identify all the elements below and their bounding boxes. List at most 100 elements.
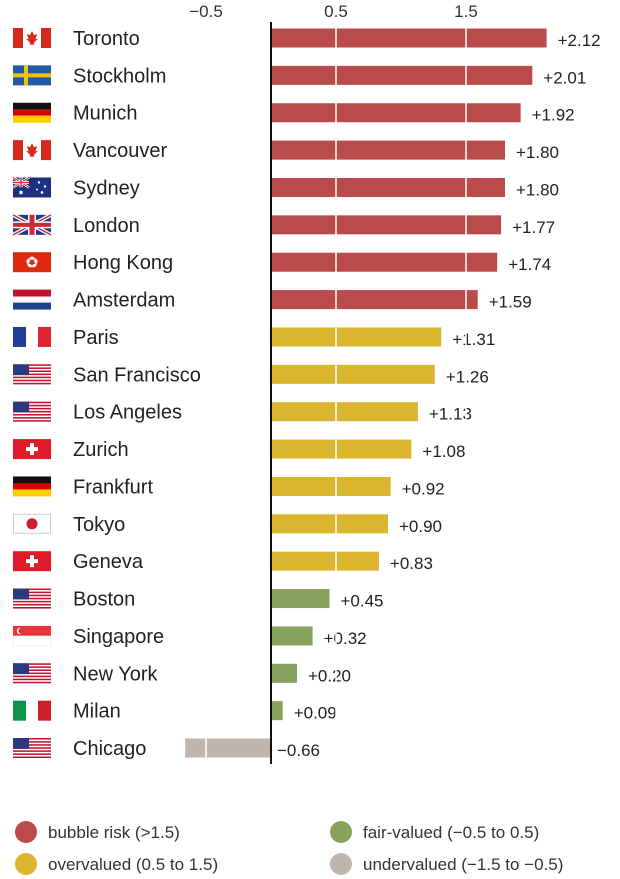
value-label: +2.12 <box>558 31 601 50</box>
chart-row: Hong Kong +1.74 <box>13 252 551 274</box>
bar <box>271 439 412 459</box>
canada-flag-icon <box>13 140 51 161</box>
chart-row: Paris +1.31 <box>13 326 495 349</box>
bar <box>271 215 502 235</box>
australia-flag-icon <box>12 176 51 198</box>
switzerland-flag-icon <box>13 551 51 572</box>
bar <box>271 140 505 160</box>
chart-row: Vancouver +1.80 <box>13 140 559 162</box>
chart-row: London +1.77 <box>12 213 555 237</box>
bar <box>271 663 297 683</box>
legend-label: overvalued (0.5 to 1.5) <box>48 855 218 874</box>
singapore-flag-icon <box>12 625 52 647</box>
city-label: Tokyo <box>73 514 125 536</box>
city-label: New York <box>73 663 158 685</box>
bar <box>271 252 498 272</box>
legend-item-fair: fair-valued (−0.5 to 0.5) <box>330 821 539 843</box>
value-label: +1.92 <box>532 106 575 125</box>
legend-swatch <box>330 853 352 875</box>
city-label: Boston <box>73 589 135 611</box>
city-label: Sydney <box>73 177 140 199</box>
value-label: +1.74 <box>508 255 551 274</box>
value-label: +1.80 <box>516 143 559 162</box>
chart-row: Amsterdam +1.59 <box>13 289 532 312</box>
legend-label: undervalued (−1.5 to −0.5) <box>363 855 563 874</box>
city-label: Milan <box>73 701 121 723</box>
hongkong-flag-icon <box>13 252 51 273</box>
bar <box>271 701 283 721</box>
city-label: Hong Kong <box>73 252 173 274</box>
chart-row: Singapore +0.32 <box>12 625 367 648</box>
x-tick-label: 1.5 <box>454 2 478 21</box>
chart-row: Stockholm +2.01 <box>13 65 586 87</box>
chart-row: Los Angeles +1.13 <box>13 401 472 424</box>
value-label: +1.77 <box>512 218 555 237</box>
usa-flag-icon <box>13 738 51 759</box>
city-label: Frankfurt <box>73 476 153 498</box>
legend-label: bubble risk (>1.5) <box>48 823 180 842</box>
legend-item-over: overvalued (0.5 to 1.5) <box>15 853 218 875</box>
germany-flag-icon <box>13 476 51 497</box>
value-label: +0.09 <box>294 704 337 723</box>
usa-flag-icon <box>13 663 51 684</box>
bar <box>271 177 505 197</box>
bar <box>271 626 313 646</box>
city-label: Los Angeles <box>73 402 182 424</box>
legend-item-under: undervalued (−1.5 to −0.5) <box>330 853 563 875</box>
bar <box>271 103 521 123</box>
chart-row: Milan +0.09 <box>13 700 337 723</box>
netherlands-flag-icon <box>13 289 51 310</box>
bar <box>271 589 330 609</box>
usa-flag-icon <box>13 364 51 385</box>
bar <box>271 551 379 571</box>
chart-row: Boston +0.45 <box>13 588 384 611</box>
value-label: −0.66 <box>277 741 320 760</box>
city-label: Chicago <box>73 738 146 760</box>
chart-row: New York +0.20 <box>13 663 351 685</box>
value-label: +1.26 <box>446 367 489 386</box>
chart-row: Munich +1.92 <box>13 102 575 125</box>
bar <box>271 65 533 85</box>
legend-swatch <box>330 821 352 843</box>
japan-flag-icon <box>13 513 51 534</box>
value-label: +0.45 <box>341 592 384 611</box>
value-label: +1.31 <box>452 330 495 349</box>
value-label: +0.32 <box>324 629 367 648</box>
usa-flag-icon <box>13 588 51 609</box>
bar <box>271 28 547 48</box>
bar <box>271 327 442 347</box>
bar <box>271 402 418 422</box>
city-label: London <box>73 215 140 237</box>
value-label: +0.90 <box>399 517 442 536</box>
bar <box>185 738 271 758</box>
x-tick-label: −0.5 <box>189 2 223 21</box>
bar <box>271 514 388 534</box>
value-label: +1.80 <box>516 180 559 199</box>
chart-row: Geneva +0.83 <box>13 551 433 573</box>
value-label: +1.08 <box>422 442 465 461</box>
chart-row: Tokyo +0.90 <box>13 513 442 536</box>
chart-row: Toronto +2.12 <box>13 28 601 50</box>
city-label: Amsterdam <box>73 290 175 312</box>
legend-swatch <box>15 853 37 875</box>
value-label: +0.92 <box>402 479 445 498</box>
city-label: Zurich <box>73 439 129 461</box>
x-tick-label: 0.5 <box>324 2 348 21</box>
chart-row: Chicago −0.66 <box>13 738 320 760</box>
city-label: Munich <box>73 103 137 125</box>
bar <box>271 364 435 384</box>
city-label: Geneva <box>73 551 144 573</box>
value-label: +1.13 <box>429 405 472 424</box>
city-label: San Francisco <box>73 364 201 386</box>
chart-row: Frankfurt +0.92 <box>13 476 445 498</box>
uk-flag-icon <box>12 213 52 237</box>
city-label: Singapore <box>73 626 164 648</box>
legend-item-bubble: bubble risk (>1.5) <box>15 821 180 843</box>
chart-row: San Francisco +1.26 <box>13 364 489 386</box>
city-label: Vancouver <box>73 140 167 162</box>
chart-row: Sydney +1.80 <box>12 176 559 199</box>
sweden-flag-icon <box>13 65 51 86</box>
city-label: Toronto <box>73 28 140 50</box>
chart-row: Zurich +1.08 <box>13 439 465 461</box>
